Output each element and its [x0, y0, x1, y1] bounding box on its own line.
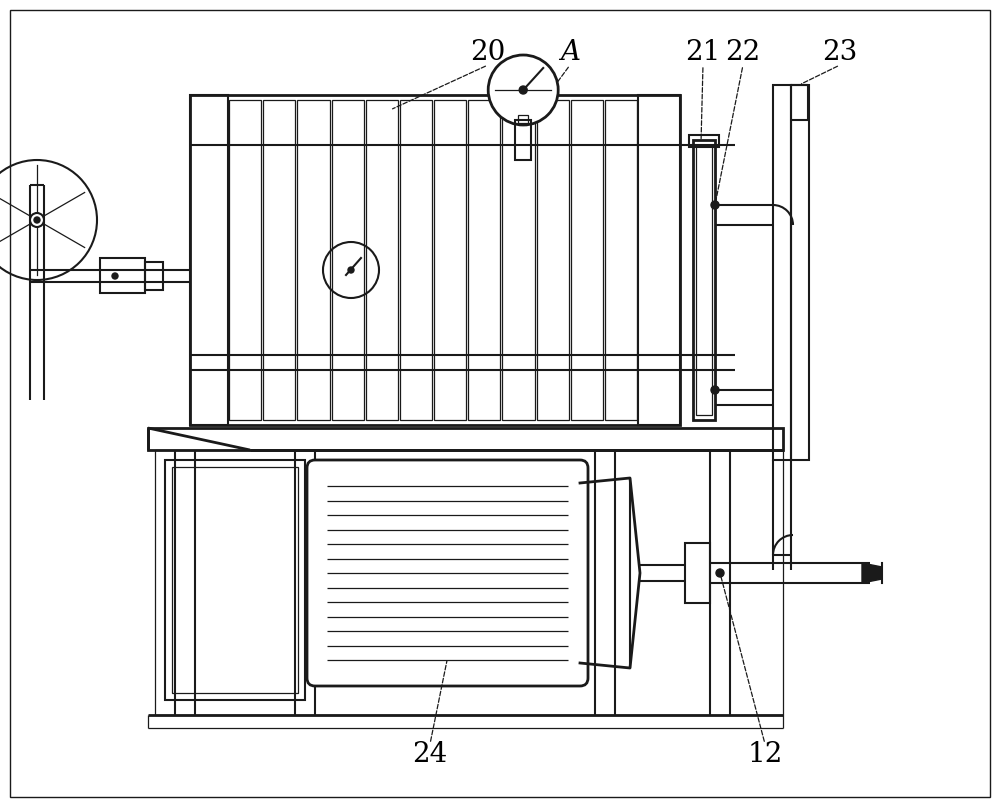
Bar	[468, 100, 500, 420]
Circle shape	[711, 201, 719, 209]
Bar	[145, 262, 163, 290]
Text: 23: 23	[822, 40, 858, 66]
Bar	[773, 85, 791, 460]
Circle shape	[519, 86, 527, 94]
Bar	[518, 115, 528, 123]
Bar	[502, 100, 534, 420]
Bar	[155, 450, 783, 715]
Bar	[605, 100, 637, 420]
Text: 20: 20	[470, 40, 506, 66]
FancyBboxPatch shape	[307, 460, 588, 686]
Bar	[172, 467, 298, 693]
Circle shape	[716, 569, 724, 577]
Bar	[229, 100, 261, 420]
Bar	[400, 100, 432, 420]
Polygon shape	[862, 563, 882, 583]
Polygon shape	[148, 428, 250, 450]
Text: A: A	[560, 40, 580, 66]
Bar	[165, 460, 305, 700]
Bar	[263, 100, 295, 420]
Circle shape	[348, 267, 354, 273]
Bar	[571, 100, 603, 420]
Bar	[366, 100, 398, 420]
Bar	[515, 120, 531, 160]
Text: 21: 21	[685, 40, 721, 66]
Text: 24: 24	[412, 742, 448, 768]
Circle shape	[711, 386, 719, 394]
Bar	[297, 100, 330, 420]
Text: 12: 12	[747, 742, 783, 768]
Circle shape	[112, 273, 118, 279]
Bar	[332, 100, 364, 420]
Bar	[536, 100, 569, 420]
Bar	[689, 135, 719, 147]
Text: 22: 22	[725, 40, 761, 66]
Bar	[791, 85, 809, 460]
Circle shape	[34, 217, 40, 223]
Bar	[148, 428, 783, 450]
Circle shape	[30, 213, 44, 227]
Bar	[190, 95, 680, 425]
Bar	[693, 140, 715, 420]
Circle shape	[488, 55, 558, 125]
Bar	[638, 95, 680, 425]
Bar	[434, 100, 466, 420]
Bar	[696, 145, 712, 415]
Bar	[100, 258, 145, 293]
Bar	[190, 95, 228, 425]
Bar	[685, 543, 710, 603]
